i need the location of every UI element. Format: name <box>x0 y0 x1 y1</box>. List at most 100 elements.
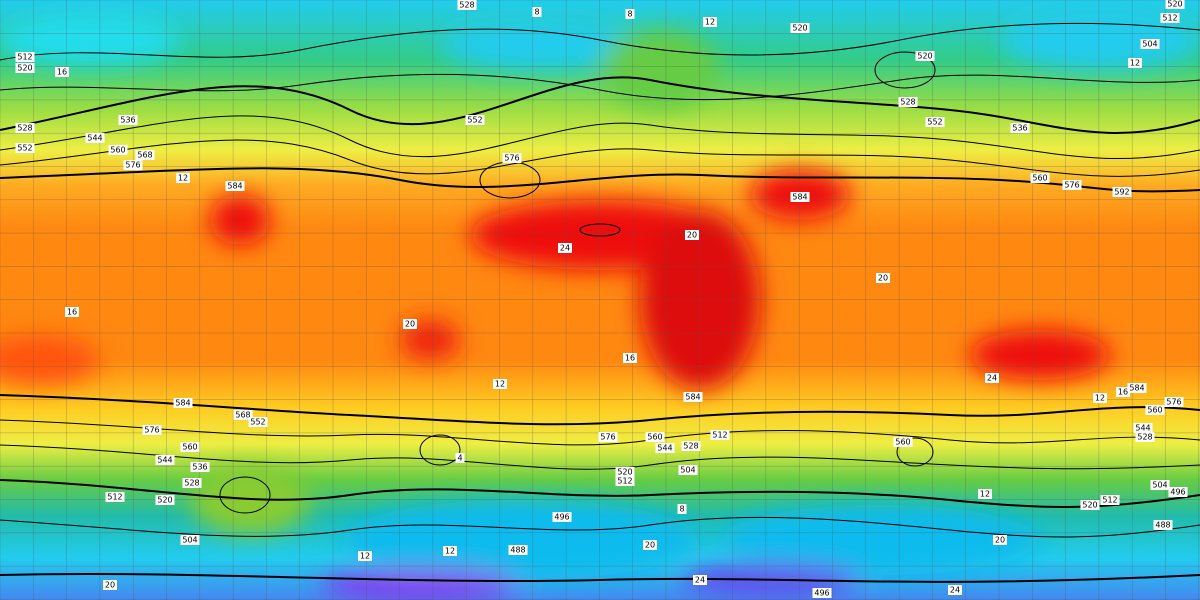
contour-label: 544 <box>1135 424 1150 433</box>
label-box <box>155 455 175 465</box>
contour-label: 16 <box>67 308 77 317</box>
label-box <box>1030 173 1050 183</box>
label-box <box>1145 405 1165 415</box>
contour-label: 488 <box>1155 521 1170 530</box>
contour-label: 512 <box>712 431 727 440</box>
label-box <box>985 373 999 383</box>
label-box <box>176 173 190 183</box>
contour-label: 536 <box>120 116 135 125</box>
label-box <box>677 504 687 514</box>
contour-label: 504 <box>1152 481 1167 490</box>
contours <box>0 22 1200 583</box>
label-box <box>683 392 703 402</box>
contour-label: 496 <box>814 589 829 598</box>
contour-label: 12 <box>495 380 505 389</box>
contour-label: 12 <box>1130 59 1140 68</box>
contour-label: 552 <box>467 116 482 125</box>
contour-label: 552 <box>250 418 265 427</box>
label-box <box>685 230 699 240</box>
contour-label: 520 <box>157 496 172 505</box>
label-box <box>710 430 730 440</box>
contour-label: 488 <box>510 546 525 555</box>
contour-label: 584 <box>1129 384 1144 393</box>
label-box <box>615 476 635 486</box>
contour-label: 24 <box>695 576 705 585</box>
label-box <box>948 585 962 595</box>
contour-label: 496 <box>1170 488 1185 497</box>
label-box <box>1116 387 1130 397</box>
label-box <box>15 52 35 62</box>
contour-label: 560 <box>110 146 125 155</box>
label-box <box>180 442 200 452</box>
contour-label: 504 <box>1142 40 1157 49</box>
label-box <box>993 535 1007 545</box>
contour-label: 512 <box>17 53 32 62</box>
contour-label: 576 <box>144 426 159 435</box>
label-box <box>703 17 717 27</box>
contour-label: 576 <box>1166 398 1181 407</box>
label-box <box>1165 0 1185 9</box>
label-box <box>443 546 457 556</box>
contour-labels: 528 8 8 12 520 520 512 504 12 512 520 16 528 536 544 55… <box>15 0 1188 598</box>
label-box <box>643 540 657 550</box>
contour-label: 12 <box>705 18 715 27</box>
contour-label: 576 <box>1064 181 1079 190</box>
contour-label: 20 <box>105 581 115 590</box>
label-box <box>108 145 128 155</box>
label-box <box>625 9 635 19</box>
contour-label: 504 <box>680 466 695 475</box>
label-box <box>925 117 945 127</box>
contour-label: 24 <box>560 244 570 253</box>
contour-label: 24 <box>950 586 960 595</box>
contour-label: 20 <box>405 320 415 329</box>
contour-label: 8 <box>679 505 684 514</box>
label-box <box>681 441 701 451</box>
label-box <box>1133 423 1153 433</box>
label-box <box>1153 520 1173 530</box>
contour-label: 16 <box>57 68 67 77</box>
contour-label: 20 <box>645 541 655 550</box>
label-box <box>645 432 665 442</box>
label-box <box>182 478 202 488</box>
label-box <box>465 115 485 125</box>
label-box <box>457 0 477 10</box>
contour-label: 8 <box>534 8 539 17</box>
label-box <box>655 443 675 453</box>
label-box <box>1100 495 1120 505</box>
label-box <box>615 467 635 477</box>
label-box <box>225 181 245 191</box>
contour-label: 520 <box>17 64 32 73</box>
contour-label: 16 <box>625 354 635 363</box>
contour-label: 544 <box>87 134 102 143</box>
label-box <box>1080 500 1100 510</box>
contour-label: 568 <box>235 411 250 420</box>
contour-label: 560 <box>1147 406 1162 415</box>
label-box <box>142 425 162 435</box>
contour-label: 560 <box>647 433 662 442</box>
contour-label: 576 <box>600 433 615 442</box>
contour-label: 528 <box>900 98 915 107</box>
label-box <box>15 143 35 153</box>
label-box <box>85 133 105 143</box>
contour-label: 20 <box>878 274 888 283</box>
contour-label: 16 <box>1118 388 1128 397</box>
label-box <box>1135 432 1155 442</box>
contour-label: 528 <box>1137 433 1152 442</box>
contour-label: 584 <box>685 393 700 402</box>
label-box <box>1112 187 1132 197</box>
contour-label: 544 <box>657 444 672 453</box>
label-box <box>876 273 890 283</box>
contour-label: 520 <box>792 24 807 33</box>
label-box <box>508 545 528 555</box>
contour-label: 528 <box>459 1 474 10</box>
contour-label: 560 <box>182 443 197 452</box>
label-box <box>623 353 637 363</box>
label-box <box>15 123 35 133</box>
contour-label: 512 <box>107 493 122 502</box>
label-box <box>1010 123 1030 133</box>
label-box <box>693 575 707 585</box>
label-box <box>678 465 698 475</box>
contour-label: 20 <box>687 231 697 240</box>
contour-label: 536 <box>1012 124 1027 133</box>
